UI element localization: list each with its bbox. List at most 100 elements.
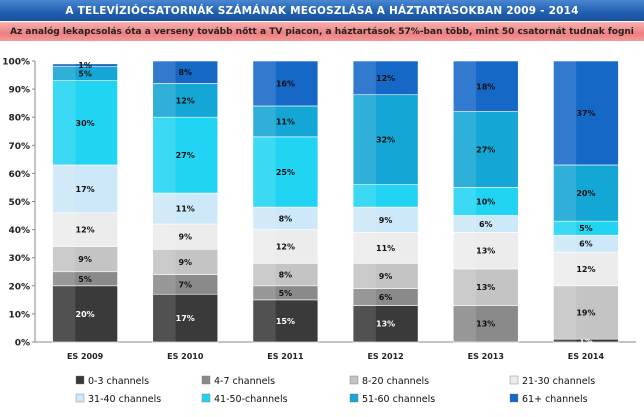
bar-segment [252, 60, 319, 107]
data-label: 25% [276, 168, 295, 177]
legend-label: 21-30 channels [522, 376, 595, 387]
data-label: 1% [78, 61, 92, 70]
legend-swatch [349, 375, 359, 385]
legend-label: 8-20 channels [362, 376, 429, 387]
data-label: 30% [76, 119, 95, 128]
bar-segment [52, 285, 118, 343]
bar-segment-highlight [353, 305, 376, 342]
bar-segment-highlight [152, 83, 176, 118]
bar-segment-highlight [353, 184, 376, 208]
data-label: 5% [279, 289, 293, 298]
data-label: 8% [279, 214, 293, 223]
data-label: 18% [476, 82, 495, 91]
legend-swatch [349, 393, 359, 403]
data-label: 13% [376, 320, 395, 329]
data-label: 1% [579, 337, 593, 346]
bar-segment [553, 60, 619, 166]
bar-segment-highlight [252, 207, 276, 230]
bar-segment [553, 164, 619, 222]
bar-segment-highlight [353, 94, 376, 185]
bar-segment [152, 116, 219, 194]
bar-segment-highlight [152, 249, 176, 275]
y-tick-label: 40% [8, 226, 30, 236]
data-label: 17% [76, 185, 95, 194]
data-label: 12% [376, 74, 395, 83]
data-label: 15% [276, 317, 295, 326]
data-label: 6% [579, 240, 593, 249]
bar-segment [352, 263, 419, 289]
x-tick-label: ES 2014 [568, 352, 605, 361]
y-tick-label: 10% [8, 310, 30, 320]
bar-segment-highlight [152, 294, 176, 342]
bar-segment [452, 60, 519, 112]
bar-segment [152, 223, 219, 250]
legend-label: 41-50-channels [214, 394, 288, 405]
bar-segment-highlight [152, 193, 176, 224]
x-tick-label: ES 2009 [67, 352, 104, 361]
bar-segment [52, 246, 118, 273]
data-label: 8% [178, 68, 192, 77]
y-tick-label: 90% [8, 86, 30, 96]
bar-segment-highlight [353, 207, 376, 233]
chart-subtitle: Az analóg lekapcsolás óta a verseny tová… [0, 22, 644, 41]
data-label: 13% [476, 247, 495, 256]
bar-segment [452, 187, 519, 216]
chart-title: A TELEVÍZIÓCSATORNÁK SZÁMÁNAK MEGOSZLÁSA… [0, 0, 644, 21]
bar-segment-highlight [553, 252, 577, 286]
bar-segment [352, 305, 419, 343]
legend-label: 0-3 channels [88, 376, 149, 387]
bar-segment [152, 192, 219, 225]
bar-segment-highlight [553, 235, 577, 253]
bar-segment [52, 164, 118, 214]
bar-segment [252, 229, 319, 264]
legend-swatch [201, 375, 211, 385]
bar-segment-highlight [553, 285, 577, 340]
data-label: 9% [178, 233, 192, 242]
bar-segment-highlight [353, 288, 376, 306]
bar-segment-highlight [353, 263, 376, 289]
data-label: 20% [76, 310, 95, 319]
data-label: 10% [476, 198, 495, 207]
data-label: 32% [376, 136, 395, 145]
data-label: 9% [78, 255, 92, 264]
bar-segment-highlight [453, 268, 476, 306]
data-label: 12% [576, 265, 595, 274]
y-tick-label: 0% [15, 339, 30, 349]
x-tick-label: ES 2011 [267, 352, 304, 361]
bar-segment-highlight [252, 105, 276, 137]
data-label: 7% [178, 280, 192, 289]
bar-segment [52, 80, 118, 166]
bar-segment [52, 63, 118, 67]
data-label: 27% [476, 146, 495, 155]
data-label: 11% [376, 244, 395, 253]
bar-segment [452, 232, 519, 270]
data-label: 20% [576, 189, 595, 198]
y-tick-label: 60% [8, 170, 30, 180]
x-tick-label: ES 2010 [167, 352, 204, 361]
bar-segment [152, 293, 219, 343]
bar-segment [452, 111, 519, 188]
data-label: 11% [176, 205, 195, 214]
bar-segment-highlight [453, 111, 476, 188]
data-label: 5% [579, 224, 593, 233]
bar-segment-highlight [453, 187, 476, 216]
data-label: 37% [576, 109, 595, 118]
x-tick-label: ES 2012 [367, 352, 403, 361]
bar-segment [452, 268, 519, 306]
bar-segment-highlight [52, 246, 76, 272]
y-tick-label: 70% [8, 142, 30, 152]
legend-swatch [75, 393, 85, 403]
x-tick-label: ES 2013 [468, 352, 504, 361]
bar-segment-highlight [553, 61, 577, 165]
data-label: 9% [379, 272, 393, 281]
bar-segment-highlight [353, 232, 376, 264]
legend-swatch [75, 375, 85, 385]
y-tick-label: 20% [8, 282, 30, 292]
data-label: 27% [176, 151, 195, 160]
data-label: 9% [379, 216, 393, 225]
bar-segment [152, 248, 219, 275]
legend-label: 4-7 channels [214, 376, 275, 387]
bar-segment-highlight [52, 285, 76, 342]
bar-segment-highlight [152, 223, 176, 250]
data-label: 13% [476, 283, 495, 292]
